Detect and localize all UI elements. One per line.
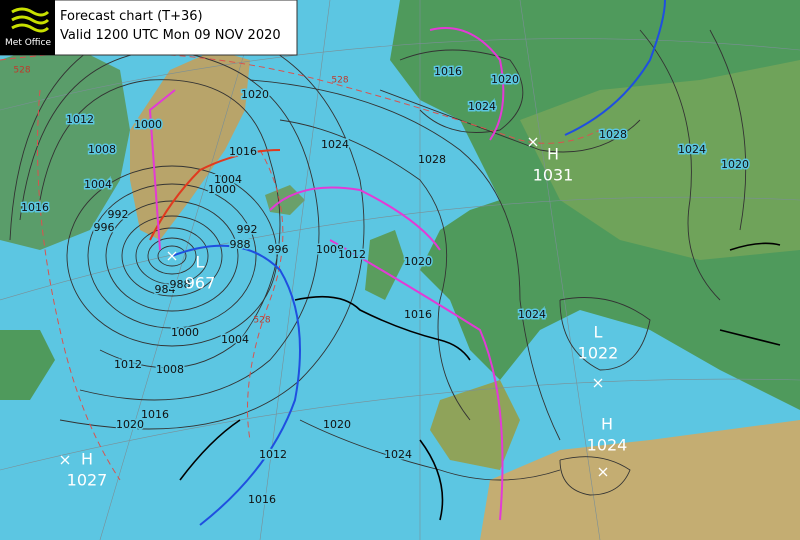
thickness-label: 528: [331, 76, 348, 86]
isobar-label: 1004: [214, 173, 242, 186]
canada: [0, 40, 130, 250]
isobar-label: 988: [170, 278, 191, 291]
isobar-label: 1008: [88, 143, 116, 156]
logo-text: Met Office: [5, 38, 51, 48]
isobar-label: 1016: [21, 201, 49, 214]
centre-cross: [167, 251, 177, 261]
isobar-label: 1024: [678, 143, 706, 156]
thickness-label: 528: [13, 66, 30, 76]
centre-cross: [528, 137, 538, 147]
centre-kind: H: [601, 415, 613, 434]
isobar-label: 1012: [338, 248, 366, 261]
centre-cross: [598, 467, 608, 477]
logo-waves: [11, 7, 50, 33]
isobar-label: 1028: [418, 153, 446, 166]
isobar-label: 996: [268, 243, 289, 256]
isobar-label: 1024: [518, 308, 546, 321]
centre-kind: L: [196, 253, 205, 272]
isobar-label: 1020: [491, 73, 519, 86]
iberia: [430, 380, 520, 470]
africa: [480, 420, 800, 540]
fronts: [148, 0, 781, 526]
chart-title: Forecast chart (T+36): [60, 9, 203, 24]
isobar-label: 1012: [114, 358, 142, 371]
isobar-label: 1028: [599, 128, 627, 141]
thickness-label: 528: [253, 316, 270, 326]
centre-kind: H: [547, 145, 559, 164]
isobars: [9, 19, 747, 496]
isobar-label: 1024: [468, 100, 496, 113]
isobar-label: 988: [230, 238, 251, 251]
isobar-label: 1016: [248, 493, 276, 506]
centre-pressure: 1022: [578, 344, 619, 363]
isobar-label: 1012: [66, 113, 94, 126]
isobar-label: 1020: [323, 418, 351, 431]
centre-kind: H: [81, 450, 93, 469]
isobar-label: 1020: [721, 158, 749, 171]
isobar-label: 1008: [156, 363, 184, 376]
isobar-label: 996: [94, 221, 115, 234]
isobar-label: 1020: [241, 88, 269, 101]
centre-kind: L: [594, 323, 603, 342]
isobar-label: 1016: [434, 65, 462, 78]
isobar-label: 1020: [404, 255, 432, 268]
isobar-label: 1024: [321, 138, 349, 151]
centre-cross: [593, 378, 603, 388]
isobar-label: 1004: [84, 178, 112, 191]
centre-pressure: 1027: [67, 471, 108, 490]
isobar-label: 1016: [404, 308, 432, 321]
isobar-label: 1020: [116, 418, 144, 431]
isobar-label: 992: [108, 208, 129, 221]
isobar-label: 1000: [208, 183, 236, 196]
greenland: [130, 50, 250, 240]
isobar-label: 1004: [221, 333, 249, 346]
isobar-label: 1008: [316, 243, 344, 256]
isobar-label: 1000: [171, 326, 199, 339]
centre-pressure: 967: [185, 274, 216, 293]
eastern-europe: [520, 60, 800, 260]
isobar-label: 1000: [134, 118, 162, 131]
valid-time: Valid 1200 UTC Mon 09 NOV 2020: [60, 28, 281, 43]
centre-pressure: 1031: [533, 166, 574, 185]
isobar-label: 984: [155, 283, 176, 296]
isobar-label: 992: [237, 223, 258, 236]
centre-cross: [60, 455, 70, 465]
newfoundland: [0, 330, 55, 400]
britain: [365, 230, 405, 300]
isobar-label: 1024: [384, 448, 412, 461]
iceland: [265, 185, 305, 215]
centre-pressure: 1024: [587, 436, 628, 455]
isobar-label: 1016: [141, 408, 169, 421]
isobar-label: 1012: [259, 448, 287, 461]
isobar-label: 1016: [229, 145, 257, 158]
